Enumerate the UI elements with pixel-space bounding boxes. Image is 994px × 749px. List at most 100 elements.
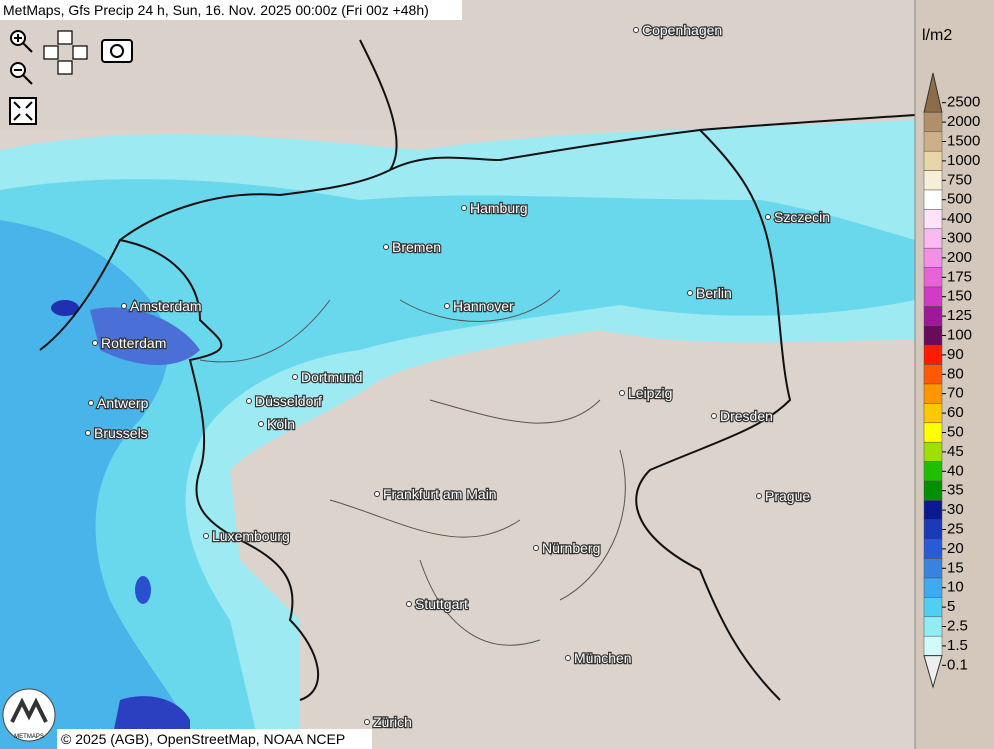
city-label: Köln (267, 416, 295, 432)
precip-medium (0, 179, 915, 749)
city-label: Leipzig (628, 385, 672, 401)
legend-label: 125 (947, 307, 972, 324)
legend-label: 300 (947, 229, 972, 246)
legend-swatch (923, 616, 943, 637)
zoom-in[interactable] (10, 30, 33, 53)
title-bg (0, 0, 462, 20)
legend-swatch (923, 441, 943, 462)
city-dot (461, 205, 467, 211)
city-dot (88, 400, 94, 406)
city-label: Dortmund (301, 369, 362, 385)
screenshot[interactable] (101, 39, 133, 63)
city-dot (203, 533, 209, 539)
legend-swatch (923, 131, 943, 152)
legend-label: 750 (947, 171, 972, 188)
legend-label: 10 (947, 579, 964, 596)
controls (9, 30, 133, 125)
city-dot (292, 374, 298, 380)
legend-label: 40 (947, 462, 964, 479)
legend-label: 200 (947, 249, 972, 266)
legend-swatch (923, 344, 943, 365)
legend-label: 20 (947, 540, 964, 557)
legend-label: 60 (947, 404, 964, 421)
legend-label: 15 (947, 559, 964, 576)
legend-label: 400 (947, 210, 972, 227)
legend-label: 2.5 (947, 617, 968, 634)
precip-core (51, 300, 79, 316)
city-dot (246, 398, 252, 404)
city-label: Brussels (94, 425, 148, 441)
legend-swatch (923, 597, 943, 618)
city-dot (406, 601, 412, 607)
legend-label: 150 (947, 288, 972, 305)
logo-text: METMAPS (14, 734, 44, 740)
precip-core (135, 576, 151, 604)
city-label: Prague (765, 488, 810, 504)
legend-label: 2000 (947, 113, 980, 130)
legend-swatch (923, 538, 943, 559)
legend-label: 70 (947, 385, 964, 402)
legend-label: 5 (947, 598, 955, 615)
legend-swatch (923, 461, 943, 482)
legend-label: 0.1 (947, 656, 968, 673)
city-dot (121, 303, 127, 309)
legend-swatch (923, 403, 943, 424)
coastline (39, 39, 916, 351)
border (119, 129, 792, 701)
city-label: Stuttgart (415, 596, 468, 612)
legend-label: 25 (947, 520, 964, 537)
legend-swatch (923, 325, 943, 346)
legend-swatch (923, 209, 943, 230)
city-label: Nürnberg (542, 540, 600, 556)
legend-unit: l/m2 (922, 27, 952, 44)
city-dot (444, 303, 450, 309)
legend-swatch (923, 558, 943, 579)
city-label: Szczecin (774, 209, 830, 225)
legend-swatch (923, 422, 943, 443)
city-dot (85, 430, 91, 436)
legend-swatch (923, 286, 943, 307)
legend-swatch (923, 480, 943, 501)
legend-label: 1500 (947, 132, 980, 149)
legend-label: 80 (947, 365, 964, 382)
legend-swatch (923, 112, 943, 133)
city-label: Hannover (453, 298, 514, 314)
legend-label: 500 (947, 191, 972, 208)
region-border (199, 289, 626, 646)
city-dot (533, 545, 539, 551)
sea (0, 0, 915, 130)
city-dot (565, 655, 571, 661)
legend-swatch (923, 635, 943, 656)
city-label: Copenhagen (642, 22, 722, 38)
zoom-out[interactable] (10, 62, 33, 85)
legend-swatch (923, 170, 943, 191)
city-label: Luxembourg (212, 528, 290, 544)
legend-label: 1.5 (947, 637, 968, 654)
legend-swatch (923, 519, 943, 540)
legend-swatch (923, 228, 943, 249)
logo-mark (10, 697, 48, 723)
legend-label: 35 (947, 482, 964, 499)
city-label: Berlin (696, 285, 732, 301)
city-dot (258, 421, 264, 427)
pan[interactable] (43, 30, 88, 75)
legend-swatch (923, 383, 943, 404)
city-dot (383, 244, 389, 250)
city-label: Rotterdam (101, 335, 166, 351)
fullscreen[interactable] (9, 97, 37, 125)
city-dot (374, 491, 380, 497)
city-dot (619, 390, 625, 396)
city-label: Bremen (392, 239, 441, 255)
city-label: Frankfurt am Main (383, 486, 497, 502)
footer: © 2025 (AGB), OpenStreetMap, NOAA NCEP (61, 731, 345, 747)
legend-swatch (923, 247, 943, 268)
precip-core (90, 307, 200, 365)
legend-label: 175 (947, 268, 972, 285)
city-dot (687, 290, 693, 296)
legend-swatch (923, 577, 943, 598)
city-label: Dresden (720, 408, 773, 424)
legend-label: 2500 (947, 94, 980, 111)
city-label: Düsseldorf (255, 393, 322, 409)
title: MetMaps, Gfs Precip 24 h, Sun, 16. Nov. … (3, 2, 429, 18)
